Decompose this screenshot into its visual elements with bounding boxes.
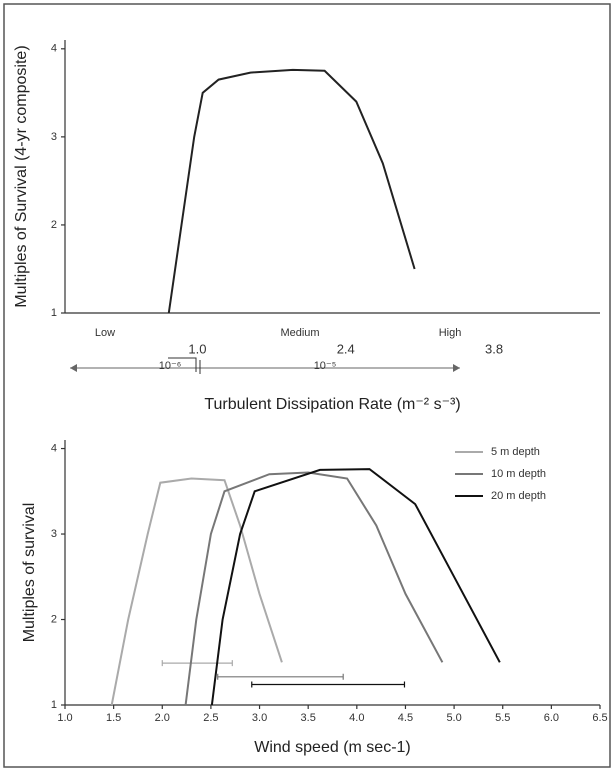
x-tick-label: 2.5 <box>203 712 218 724</box>
y-tick-label: 1 <box>51 307 57 319</box>
y-tick-label: 4 <box>51 442 57 454</box>
annotation: High <box>439 327 462 339</box>
x-tick-label: 4.0 <box>349 712 364 724</box>
x-tick-label: 6.5 <box>592 712 607 724</box>
error-bar <box>251 681 406 688</box>
x-axis-label: Wind speed (m sec-1) <box>254 739 411 756</box>
series-line <box>184 471 444 706</box>
series-line <box>167 68 416 314</box>
y-tick-label: 2 <box>51 219 57 231</box>
y-tick-label: 1 <box>51 699 57 711</box>
annotation: Low <box>95 327 115 339</box>
x-tick-label: 3.5 <box>301 712 316 724</box>
error-bar <box>161 660 233 667</box>
legend-label: 5 m depth <box>491 446 540 458</box>
y-tick-label: 3 <box>51 528 57 540</box>
x-tick-label: 1.0 <box>188 341 206 356</box>
x-tick-label: 2.4 <box>337 341 355 356</box>
error-bar <box>217 673 344 680</box>
y-axis-label: Multiples of Survival (4-yr composite) <box>13 45 30 307</box>
figure-border <box>3 3 611 768</box>
marker <box>168 357 201 374</box>
x-tick-label: 2.0 <box>155 712 170 724</box>
series-line <box>110 477 283 706</box>
legend-label: 20 m depth <box>491 490 546 502</box>
series-line <box>210 468 501 706</box>
x-tick-label: 1.5 <box>106 712 121 724</box>
x-tick-label: 3.0 <box>252 712 267 724</box>
x-tick-label: 6.0 <box>544 712 559 724</box>
x-tick-label: 4.5 <box>398 712 413 724</box>
annotation: 10⁻⁶ <box>159 360 182 372</box>
x-tick-label: 3.8 <box>485 341 503 356</box>
y-tick-label: 3 <box>51 131 57 143</box>
legend-label: 10 m depth <box>491 468 546 480</box>
y-tick-label: 4 <box>51 43 57 55</box>
y-tick-label: 2 <box>51 613 57 625</box>
x-tick-label: 5.5 <box>495 712 510 724</box>
annotation: Medium <box>280 327 319 339</box>
y-axis-label: Multiples of survival <box>21 503 38 643</box>
annotation: 10⁻⁵ <box>314 360 337 372</box>
x-axis-label: Turbulent Dissipation Rate (m⁻² s⁻³) <box>204 396 460 413</box>
x-tick-label: 1.0 <box>57 712 72 724</box>
x-tick-label: 5.0 <box>446 712 461 724</box>
